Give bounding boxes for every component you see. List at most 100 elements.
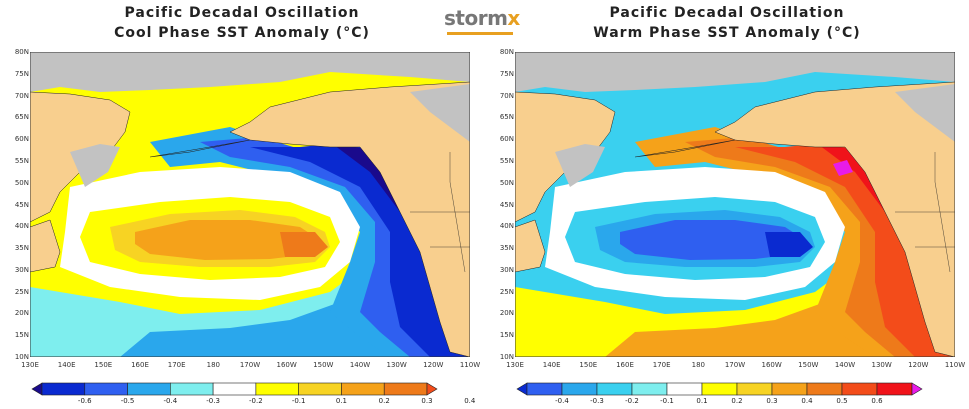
cool-phase-colorbar-swatch — [255, 382, 299, 396]
cool-phase-colorbar-high-arrow — [426, 382, 438, 396]
cool-phase-y-tick-label: 75N — [14, 69, 29, 78]
cool-phase-colorbar-tick-label: 0.3 — [421, 397, 433, 405]
warm-phase-colorbar-swatch — [876, 382, 913, 396]
canada-ice — [895, 84, 955, 142]
warm-phase-colorbar-tick-label: -0.1 — [660, 397, 674, 405]
cool-phase-colorbar — [31, 382, 438, 396]
cool-phase-y-tick-label: 55N — [14, 156, 29, 165]
cool-phase-subtitle: Cool Phase SST Anomaly (°C) — [114, 25, 370, 41]
cool-phase-colorbar-tick-label: -0.1 — [291, 397, 306, 405]
cool-phase-colorbar-tick-label: -0.2 — [249, 397, 263, 405]
cool-phase-colorbar-tick-label: 0.4 — [464, 397, 476, 405]
warm-phase-x-tick-label: 170W — [724, 361, 746, 369]
cool-phase-x-tick-label: 140W — [349, 361, 371, 369]
warm-phase-colorbar-tick-label: 0.1 — [696, 397, 708, 405]
cool-phase-y-tick-label: 60N — [14, 135, 29, 144]
warm-phase-x-tick-label: 130W — [871, 361, 892, 369]
warm-phase-x-tick-label: 150W — [798, 361, 819, 369]
cool-phase-x-tick-label: 150E — [94, 361, 113, 369]
aleutian-islands — [634, 139, 736, 158]
warm-phase-y-tick-label: 70N — [499, 91, 514, 100]
warm-phase-colorbar-tick-label: 0.3 — [766, 397, 778, 405]
cool-phase-x-tick-label: 120W — [423, 361, 444, 369]
warm-phase-y-tick-label: 65N — [499, 113, 514, 122]
canada-ice — [410, 84, 470, 142]
cool-phase-colorbar-swatch — [127, 382, 171, 396]
logo-text: stormx — [444, 6, 520, 30]
warm-phase-colorbar — [516, 382, 923, 396]
warm-phase-colorbar-swatch — [631, 382, 668, 396]
warm-phase-colorbar-svg — [516, 382, 923, 396]
warm-phase-colorbar-tick-label: -0.3 — [590, 397, 604, 405]
logo-underline — [447, 32, 513, 35]
warm-phase-y-tick-label: 25N — [499, 287, 514, 296]
cool-phase-colorbar-tick-label: 0.1 — [335, 397, 347, 405]
field-orange-core — [135, 220, 320, 260]
warm-phase-colorbar-tick-label: 0.5 — [836, 397, 848, 405]
warm-phase-x-tick-label: 160E — [616, 361, 634, 369]
cool-phase-title: Pacific Decadal Oscillation — [124, 5, 360, 21]
cool-phase-y-tick-label: 50N — [14, 178, 29, 187]
warm-phase-colorbar-swatch — [806, 382, 843, 396]
warm-phase-y-tick-label: 50N — [499, 178, 514, 187]
cool-phase-colorbar-tick-label: 0.2 — [378, 397, 390, 405]
japan-land — [515, 219, 546, 273]
warm-phase-subtitle: Warm Phase SST Anomaly (°C) — [593, 25, 861, 41]
warm-phase-y-tick-label: 40N — [499, 222, 514, 231]
cool-phase-colorbar-tick-label: -0.5 — [120, 397, 135, 405]
cool-phase-y-tick-label: 15N — [14, 331, 29, 340]
warm-phase-colorbar-swatch — [596, 382, 633, 396]
north-america-land — [229, 81, 470, 357]
warm-phase-colorbar-swatch — [841, 382, 878, 396]
warm-phase-x-tick-label: 160W — [761, 361, 782, 369]
cool-phase-x-tick-label: 140E — [57, 361, 76, 369]
cool-phase-x-tick-label: 170E — [167, 361, 186, 369]
japan-land — [30, 219, 61, 273]
cool-phase-map — [30, 52, 470, 357]
cool-phase-y-tick-label: 45N — [14, 200, 29, 209]
warm-phase-y-tick-label: 10N — [499, 353, 514, 361]
aleutian-islands — [149, 139, 251, 158]
field-deep-blue-core — [765, 232, 813, 257]
cool-phase-y-tick-label: 65N — [14, 113, 29, 122]
warm-phase-map — [515, 52, 955, 357]
cool-phase-colorbar-svg — [31, 382, 438, 396]
warm-phase-colorbar-high-arrow — [911, 382, 923, 396]
warm-phase-y-tick-label: 30N — [499, 265, 514, 274]
cool-phase-x-tick-label: 130W — [386, 361, 407, 369]
warm-phase-title: Pacific Decadal Oscillation — [609, 5, 845, 21]
warm-phase-map-svg — [515, 52, 955, 357]
warm-phase-y-tick-label: 15N — [499, 331, 514, 340]
field-mid-blue-core — [620, 220, 805, 260]
cool-phase-y-tick-label: 30N — [14, 265, 29, 274]
arctic-ice — [30, 52, 470, 92]
cool-phase-colorbar-tick-label: -0.4 — [163, 397, 178, 405]
warm-phase-x-tick-label: 110W — [944, 361, 966, 369]
cool-phase-x-tick-label: 180 — [206, 361, 221, 369]
cool-phase-y-tick-label: 40N — [14, 222, 29, 231]
warm-phase-y-tick-label: 75N — [499, 69, 514, 78]
cool-phase-colorbar-tick-label: -0.6 — [77, 397, 92, 405]
cool-phase-colorbar-swatch — [84, 382, 128, 396]
cool-phase-colorbar-swatch — [298, 382, 342, 396]
warm-phase-y-tick-label: 80N — [499, 48, 514, 56]
warm-phase-colorbar-low-arrow — [516, 382, 528, 396]
cool-phase-x-tick-label: 130E — [21, 361, 39, 369]
kamchatka-ice — [555, 144, 605, 187]
warm-phase-colorbar-tick-label: 0.2 — [731, 397, 743, 405]
cool-phase-panel: Pacific Decadal Oscillation Cool Phase S… — [0, 0, 484, 409]
cool-phase-x-tick-label: 150W — [313, 361, 334, 369]
arctic-ice — [515, 52, 955, 92]
warm-phase-y-tick-label: 20N — [499, 309, 514, 318]
warm-phase-x-tick-label: 170E — [652, 361, 671, 369]
cool-phase-x-tick-label: 110W — [459, 361, 481, 369]
cool-phase-colorbar-swatch — [212, 382, 257, 396]
warm-phase-x-tick-label: 130E — [506, 361, 524, 369]
warm-phase-colorbar-tick-label: 0.6 — [871, 397, 883, 405]
field-magenta-spot — [833, 160, 853, 176]
cool-phase-x-tick-label: 170W — [239, 361, 261, 369]
warm-phase-colorbar-swatch — [771, 382, 808, 396]
land-masses — [515, 52, 955, 357]
warm-phase-panel: Pacific Decadal Oscillation Warm Phase S… — [485, 0, 969, 409]
warm-phase-y-tick-label: 45N — [499, 200, 514, 209]
